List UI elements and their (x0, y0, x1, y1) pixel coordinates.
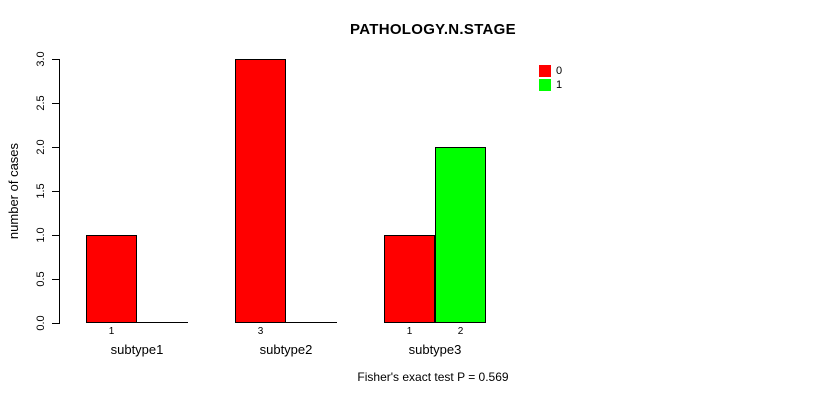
bar-subtype2-series-0 (235, 59, 286, 323)
bar-count-label-subtype1-0: 1 (108, 326, 115, 337)
y-tick-label-3.0: 3.0 (35, 51, 47, 67)
y-tick-label-1.5: 1.5 (35, 183, 47, 199)
legend-label: 0 (556, 65, 563, 77)
y-tick-label-2.0: 2.0 (35, 139, 47, 155)
y-tick-label-0.5: 0.5 (35, 271, 47, 287)
y-tick-label-2.5: 2.5 (35, 95, 47, 111)
y-tick-1.0 (52, 235, 59, 236)
legend-item-0: 0 (539, 65, 562, 77)
y-tick-0.5 (52, 279, 59, 280)
y-axis-label: number of cases (6, 142, 21, 240)
legend-label: 1 (556, 79, 563, 91)
bar-subtype1-series-0 (86, 235, 137, 323)
bar-count-label-subtype3-1: 2 (457, 326, 464, 337)
y-tick-label-0.0: 0.0 (35, 315, 47, 331)
bar-subtype3-series-1 (435, 147, 486, 323)
legend-swatch-icon (539, 79, 551, 91)
legend-item-1: 1 (539, 79, 562, 91)
zero-bar-subtype2-series-1 (286, 322, 337, 323)
fisher-test-footnote: Fisher's exact test P = 0.569 (357, 370, 509, 384)
bar-count-label-subtype2-0: 3 (257, 326, 264, 337)
x-category-label-subtype1: subtype1 (110, 342, 164, 357)
bar-subtype3-series-0 (384, 235, 435, 323)
x-category-label-subtype3: subtype3 (408, 342, 462, 357)
y-tick-3.0 (52, 59, 59, 60)
legend-swatch-icon (539, 65, 551, 77)
y-tick-1.5 (52, 191, 59, 192)
y-tick-2.5 (52, 103, 59, 104)
bar-count-label-subtype3-0: 1 (406, 326, 413, 337)
zero-bar-subtype1-series-1 (137, 322, 188, 323)
y-tick-2.0 (52, 147, 59, 148)
x-category-label-subtype2: subtype2 (259, 342, 313, 357)
y-tick-label-1.0: 1.0 (35, 227, 47, 243)
y-tick-0.0 (52, 323, 59, 324)
chart-title: PATHOLOGY.N.STAGE (350, 21, 516, 38)
y-axis-line (59, 59, 60, 324)
